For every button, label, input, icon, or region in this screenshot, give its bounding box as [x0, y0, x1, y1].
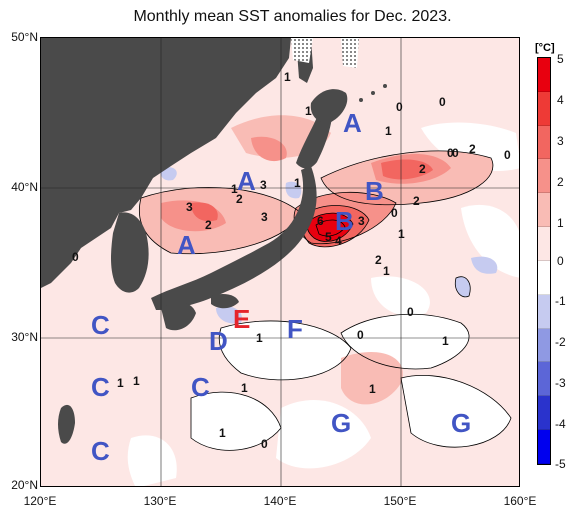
contour-lines	[138, 150, 512, 451]
colorbar-tick: -1	[555, 294, 566, 308]
region-letter: A	[343, 108, 362, 138]
colorbar-swatch	[538, 260, 550, 295]
contour-label: 1	[241, 381, 248, 395]
contour-label: 1	[256, 331, 263, 345]
region-letter: C	[191, 372, 210, 402]
colorbar-swatch	[538, 430, 550, 464]
colorbar-tick: -2	[555, 335, 566, 349]
contour-label: 2	[205, 218, 212, 232]
contour-label: 0	[407, 305, 414, 319]
contour-label: 1	[385, 124, 392, 138]
colorbar-swatch	[538, 193, 550, 228]
colorbar-swatch	[538, 396, 550, 431]
contour-label: 5	[325, 230, 332, 244]
contour-label: 3	[358, 214, 365, 228]
longitude-label: 130°E	[143, 494, 177, 508]
contour-label: 0	[396, 100, 403, 114]
region-letter: C	[91, 310, 110, 340]
colorbar-unit: [°C]	[535, 42, 555, 54]
colorbar-tick: 2	[557, 175, 564, 189]
colorbar-tick: -5	[555, 457, 566, 471]
longitude-label: 150°E	[383, 494, 417, 508]
neutral-anomaly-areas	[127, 122, 519, 486]
contour-label: 0	[447, 146, 454, 160]
contour-label: 1	[369, 382, 376, 396]
colorbar-swatch	[538, 159, 550, 194]
sst-map	[41, 38, 519, 486]
contour-label: 1	[219, 426, 226, 440]
contour-label: 1	[383, 264, 390, 278]
colorbar-swatch	[538, 328, 550, 363]
contour-label: 3	[186, 200, 193, 214]
region-letter: C	[91, 372, 110, 402]
longitude-label: 140°E	[263, 494, 297, 508]
map-title: Monthly mean SST anomalies for Dec. 2023…	[133, 8, 452, 25]
region-letter: G	[331, 408, 352, 438]
longitude-label: 120°E	[23, 494, 57, 508]
region-letter-highlight: E	[233, 304, 251, 334]
contour-label: 2	[469, 142, 476, 156]
contour-label: 0	[439, 95, 446, 109]
colorbar-tick: 3	[557, 134, 564, 148]
colorbar-swatch	[538, 227, 550, 261]
contour-label: 1	[133, 374, 140, 388]
contour-label: 0	[504, 148, 511, 162]
region-letter: B	[335, 206, 354, 236]
contour-label: 0	[452, 146, 459, 160]
contour-label: 0	[357, 328, 364, 342]
region-letter: C	[91, 436, 110, 466]
contour-label: 1	[398, 227, 405, 241]
negative-anomaly-areas	[160, 167, 498, 324]
contour-label: 0	[391, 206, 398, 220]
contour-label: 2	[236, 192, 243, 206]
contour-label: 2	[413, 194, 420, 208]
contour-label: 0	[72, 250, 79, 264]
colorbar-swatch	[538, 362, 550, 397]
colorbar-tick: -4	[555, 417, 566, 431]
colorbar-tick: 0	[557, 254, 564, 268]
contour-label: 0	[261, 437, 268, 451]
contour-label: 1	[231, 182, 238, 196]
longitude-label: 160°E	[503, 494, 537, 508]
contour-label: 6	[317, 214, 324, 228]
region-letter: G	[451, 408, 472, 438]
colorbar-swatch	[538, 58, 550, 92]
colorbar-tick: 5	[557, 52, 564, 66]
contour-label: 3	[260, 178, 267, 192]
latitude-label: 30°N	[11, 330, 38, 344]
colorbar-tick: 1	[557, 216, 564, 230]
colorbar-swatch	[538, 294, 550, 329]
contour-label: 2	[419, 162, 426, 176]
land-masses	[41, 38, 387, 444]
region-letter: F	[287, 314, 303, 344]
latitude-label: 50°N	[11, 30, 38, 44]
colorbar	[537, 57, 551, 465]
region-letter: A	[237, 166, 256, 196]
colorbar-tick: -3	[555, 376, 566, 390]
region-letter: B	[365, 176, 384, 206]
sea-ice-areas	[291, 38, 359, 68]
contour-label: 1	[294, 176, 301, 190]
region-letter: A	[177, 230, 196, 260]
latitude-label: 40°N	[11, 180, 38, 194]
contour-label: 1	[305, 104, 312, 118]
intense-warm-core	[307, 213, 353, 242]
contour-label: 1	[117, 376, 124, 390]
colorbar-swatch	[538, 125, 550, 160]
contour-label: 4	[335, 234, 342, 248]
contour-label: 2	[375, 253, 382, 267]
contour-label: 1	[442, 334, 449, 348]
graticule	[41, 38, 519, 486]
contour-label: 1	[284, 70, 291, 84]
latitude-label: 20°N	[11, 478, 38, 492]
colorbar-swatch	[538, 91, 550, 126]
contour-label: 3	[261, 210, 268, 224]
region-letter: D	[209, 326, 228, 356]
map-frame: 1 0 0 1 0 2 0 3 1 2 3 1 2 6 5 4 3 0 2 1 …	[40, 37, 520, 487]
colorbar-tick: 4	[557, 93, 564, 107]
